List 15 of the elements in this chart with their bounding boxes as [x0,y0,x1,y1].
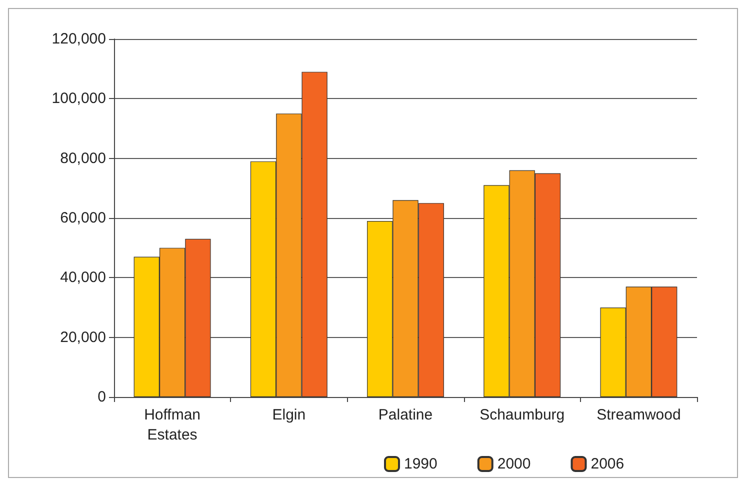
x-tick-label: Palatine [378,406,433,424]
legend-label: 1990 [404,456,438,472]
y-tick-label: 100,000 [52,90,106,108]
legend-label: 2006 [590,456,624,472]
x-tick-label: Streamwood [596,406,681,424]
y-tick-label: 0 [98,388,106,406]
legend-label: 2000 [497,456,531,472]
x-tick-label: Hoffman Estates [144,406,201,444]
x-tick-label: Elgin [272,406,306,424]
y-tick-label: 40,000 [60,269,106,286]
y-tick-label: 20,000 [60,328,106,346]
y-tick-label: 80,000 [60,150,106,167]
y-tick-label: 120,000 [52,30,106,48]
x-tick-label: Schaumburg [480,406,565,424]
y-tick-label: 60,000 [60,210,106,226]
